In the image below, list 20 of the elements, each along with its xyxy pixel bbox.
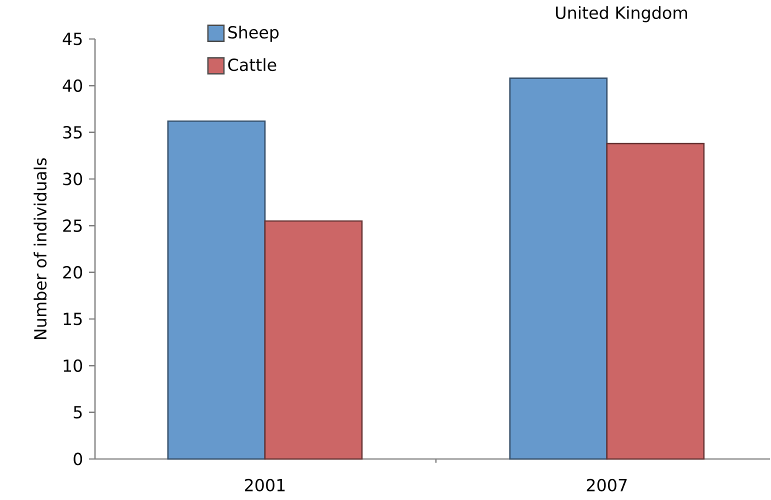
- y-tick-label: 0: [74, 452, 82, 466]
- x-tick-label: 2007: [586, 478, 627, 492]
- y-tick-label: 45: [62, 32, 82, 46]
- legend-label: Sheep: [228, 26, 279, 42]
- y-tick-label: 30: [63, 172, 82, 186]
- x-tick-label: 2001: [244, 478, 285, 492]
- y-tick-label: 15: [64, 312, 82, 326]
- bar: [264, 220, 363, 460]
- y-tick-label: 10: [64, 359, 82, 372]
- chart-title: United Kingdom: [556, 6, 687, 22]
- y-tick-label: 5: [74, 406, 82, 419]
- legend-label: Cattle: [228, 58, 276, 72]
- y-tick-label: 40: [62, 79, 82, 92]
- y-tick-label: 20: [63, 266, 82, 279]
- y-tick-label: 25: [63, 219, 82, 232]
- bar: [606, 142, 705, 460]
- y-axis-title: Number of individuals: [34, 158, 47, 339]
- bar: [509, 78, 608, 460]
- bar: [167, 120, 266, 460]
- y-tick-label: 35: [63, 126, 82, 139]
